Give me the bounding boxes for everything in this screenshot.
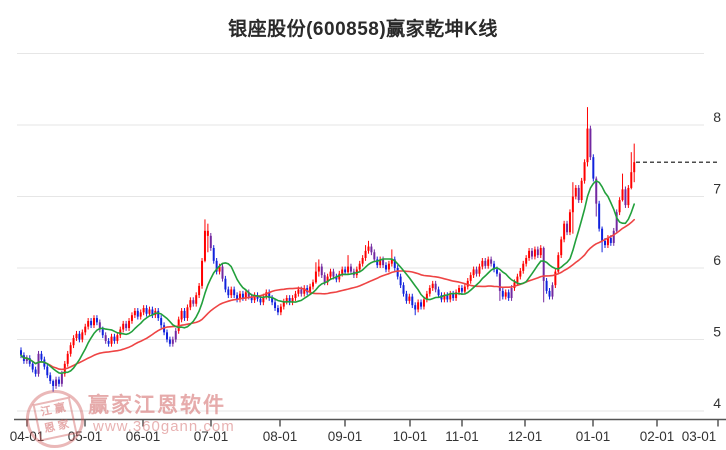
x-tick-label: 03-01 (682, 429, 717, 444)
y-tick-label: 6 (713, 252, 721, 268)
x-tick-label: 07-01 (194, 429, 229, 444)
x-tick-label: 01-01 (576, 429, 611, 444)
x-tick-label: 08-01 (263, 429, 298, 444)
y-tick-label: 5 (713, 324, 721, 340)
x-tick-label: 02-01 (640, 429, 675, 444)
x-tick-label: 12-01 (508, 429, 543, 444)
y-tick-label: 4 (713, 395, 721, 411)
chart-title: 银座股份(600858)赢家乾坤K线 (228, 19, 498, 40)
y-tick-label: 8 (713, 109, 721, 125)
x-tick-label: 05-01 (68, 429, 103, 444)
x-tick-label: 04-01 (10, 429, 45, 444)
x-tick-label: 10-01 (393, 429, 428, 444)
x-tick-label: 11-01 (445, 429, 479, 444)
y-tick-label: 7 (713, 181, 721, 197)
x-tick-label: 09-01 (328, 429, 363, 444)
x-tick-label: 06-01 (126, 429, 161, 444)
